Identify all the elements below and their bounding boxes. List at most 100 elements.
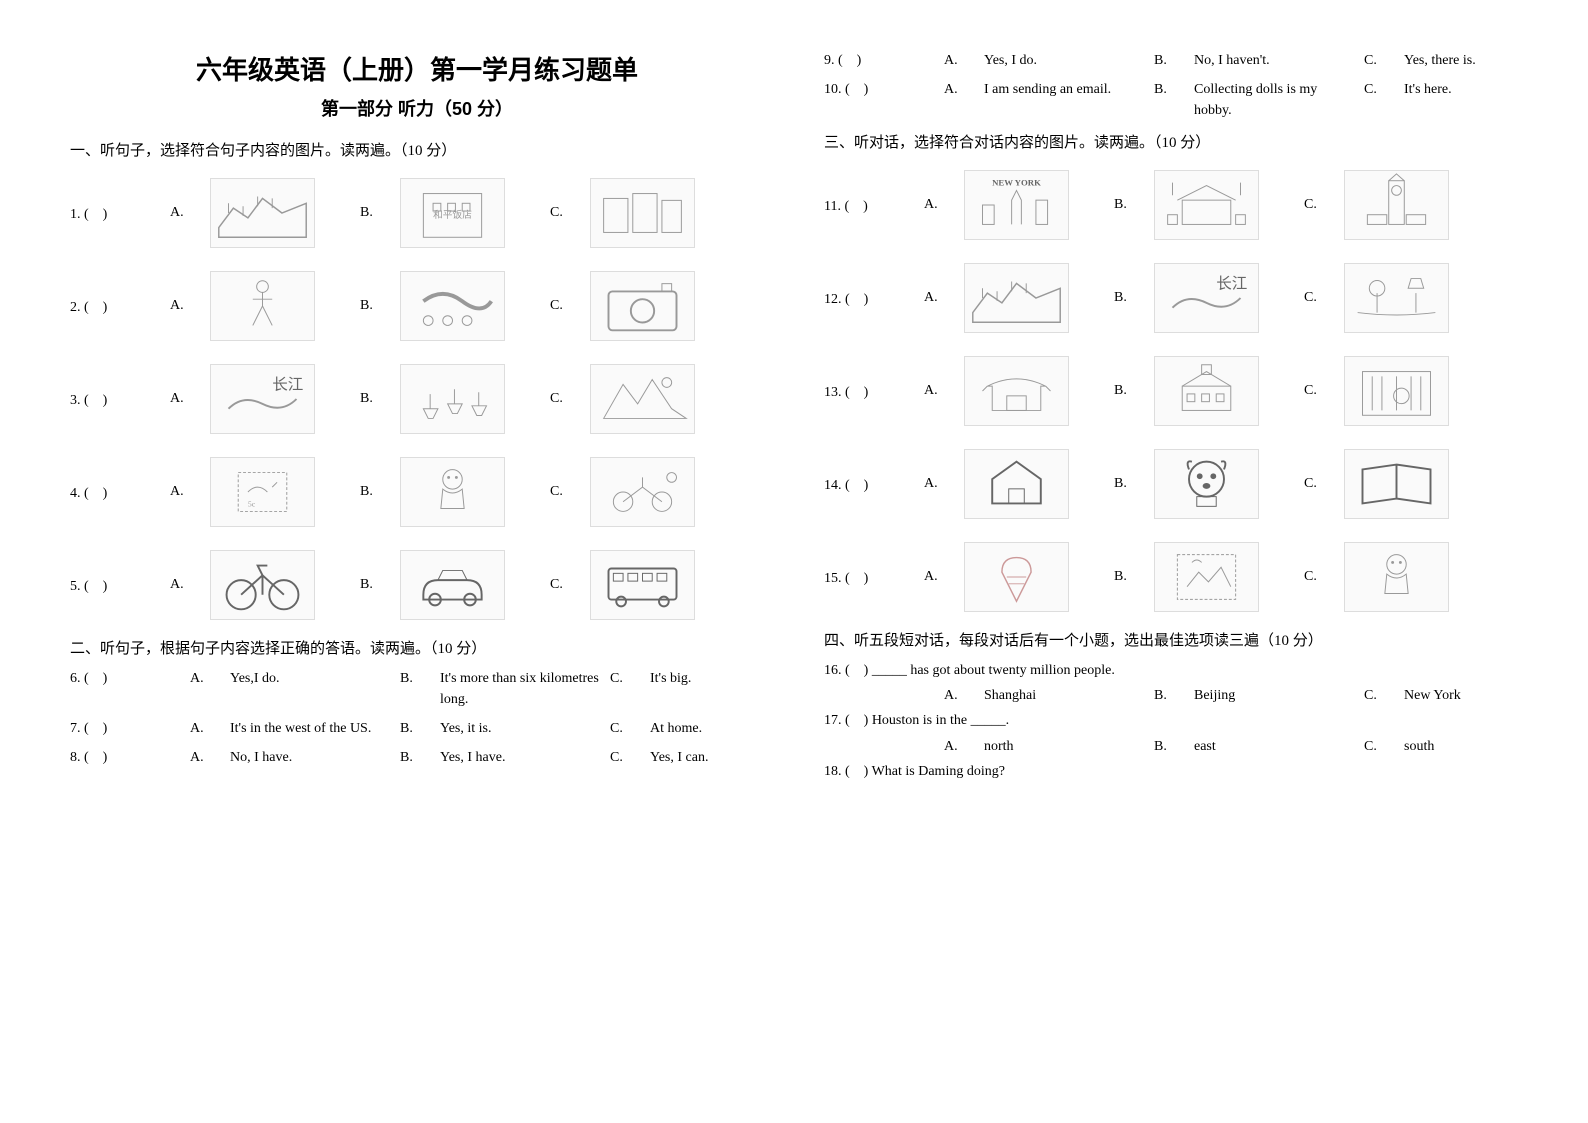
question-text: 18. ( ) What is Daming doing? bbox=[824, 761, 1518, 783]
option-c-image bbox=[1344, 356, 1494, 426]
option-label-b: B. bbox=[400, 747, 440, 768]
image-question: 3. ( ) A. B. C. bbox=[70, 356, 764, 441]
question-number: 1. ( ) bbox=[70, 203, 170, 223]
question-number: 10. ( ) bbox=[824, 79, 944, 121]
text-question: 10. ( ) A. I am sending an email. B. Col… bbox=[824, 79, 1518, 121]
image-question: 11. ( ) A. B. C. bbox=[824, 162, 1518, 247]
option-label-b: B. bbox=[360, 484, 400, 500]
right-column: 9. ( ) A. Yes, I do. B. No, I haven't. C… bbox=[794, 50, 1548, 1093]
option-c-image bbox=[1344, 449, 1494, 519]
option-label-b: B. bbox=[360, 298, 400, 314]
section1-heading: 一、听句子，选择符合句子内容的图片。读两遍。（10 分） bbox=[70, 139, 764, 160]
option-a-image bbox=[964, 356, 1114, 426]
option-label-b: B. bbox=[1114, 569, 1154, 585]
question-options: A. north B. east C. south bbox=[824, 739, 1518, 755]
option-a-image bbox=[210, 178, 360, 248]
option-label-a: A. bbox=[924, 197, 964, 213]
option-b-image bbox=[1154, 449, 1304, 519]
option-a-text: Yes, I do. bbox=[984, 50, 1154, 71]
option-c-image bbox=[590, 364, 740, 434]
question-number: 14. ( ) bbox=[824, 474, 924, 494]
page-title: 六年级英语（上册）第一学月练习题单 bbox=[70, 50, 764, 87]
option-b-text: Collecting dolls is my hobby. bbox=[1194, 79, 1364, 121]
question-number: 5. ( ) bbox=[70, 575, 170, 595]
option-label-c: C. bbox=[1364, 688, 1404, 704]
option-label-b: B. bbox=[1114, 290, 1154, 306]
question-number: 2. ( ) bbox=[70, 296, 170, 316]
option-c-image bbox=[1344, 542, 1494, 612]
option-c-image bbox=[1344, 263, 1494, 333]
option-b-image bbox=[400, 178, 550, 248]
image-question: 4. ( ) A. B. C. bbox=[70, 449, 764, 534]
option-b-image bbox=[400, 457, 550, 527]
option-label-b: B. bbox=[400, 668, 440, 710]
option-b-image bbox=[400, 550, 550, 620]
option-a-image bbox=[964, 542, 1114, 612]
option-b-text: Yes, it is. bbox=[440, 718, 610, 739]
option-label-c: C. bbox=[550, 205, 590, 221]
text-question: 6. ( ) A. Yes,I do. B. It's more than si… bbox=[70, 668, 764, 710]
question-number: 13. ( ) bbox=[824, 381, 924, 401]
question-options: A. Shanghai B. Beijing C. New York bbox=[824, 688, 1518, 704]
question-text: 16. ( ) _____ has got about twenty milli… bbox=[824, 660, 1518, 682]
option-label-a: A. bbox=[170, 484, 210, 500]
option-label-a: A. bbox=[944, 739, 984, 755]
option-c-image bbox=[1344, 170, 1494, 240]
option-label-c: C. bbox=[550, 577, 590, 593]
option-label-a: A. bbox=[924, 476, 964, 492]
question-number: 15. ( ) bbox=[824, 567, 924, 587]
option-a-image bbox=[210, 457, 360, 527]
option-label-c: C. bbox=[610, 668, 650, 710]
option-label-c: C. bbox=[610, 718, 650, 739]
image-question: 5. ( ) A. B. C. bbox=[70, 542, 764, 627]
image-question: 1. ( ) A. B. C. bbox=[70, 170, 764, 255]
option-a-image bbox=[964, 449, 1114, 519]
option-b-text: It's more than six kilometres long. bbox=[440, 668, 610, 710]
page-subtitle: 第一部分 听力（50 分） bbox=[70, 95, 764, 121]
option-label-c: C. bbox=[1304, 569, 1344, 585]
option-b-text: east bbox=[1194, 739, 1364, 755]
question-number: 4. ( ) bbox=[70, 482, 170, 502]
option-label-c: C. bbox=[550, 298, 590, 314]
option-b-image bbox=[1154, 170, 1304, 240]
option-b-image bbox=[1154, 263, 1304, 333]
option-label-b: B. bbox=[360, 205, 400, 221]
option-a-text: No, I have. bbox=[230, 747, 400, 768]
option-label-b: B. bbox=[1154, 739, 1194, 755]
question-number: 9. ( ) bbox=[824, 50, 944, 71]
left-column: 六年级英语（上册）第一学月练习题单 第一部分 听力（50 分） 一、听句子，选择… bbox=[40, 50, 794, 1093]
image-question: 13. ( ) A. B. C. bbox=[824, 348, 1518, 433]
option-label-a: A. bbox=[170, 205, 210, 221]
option-label-c: C. bbox=[1304, 476, 1344, 492]
option-a-text: Yes,I do. bbox=[230, 668, 400, 710]
question-number: 11. ( ) bbox=[824, 195, 924, 215]
option-label-b: B. bbox=[1154, 688, 1194, 704]
option-label-c: C. bbox=[1304, 383, 1344, 399]
option-c-text: Yes, there is. bbox=[1404, 50, 1574, 71]
option-c-image bbox=[590, 550, 740, 620]
option-label-a: A. bbox=[944, 688, 984, 704]
option-label-a: A. bbox=[170, 391, 210, 407]
option-label-a: A. bbox=[190, 718, 230, 739]
option-label-b: B. bbox=[400, 718, 440, 739]
option-label-b: B. bbox=[1114, 476, 1154, 492]
section4-heading: 四、听五段短对话，每段对话后有一个小题，选出最佳选项读三遍（10 分） bbox=[824, 629, 1518, 650]
text-question: 8. ( ) A. No, I have. B. Yes, I have. C.… bbox=[70, 747, 764, 768]
option-label-c: C. bbox=[610, 747, 650, 768]
option-label-c: C. bbox=[1364, 739, 1404, 755]
image-question: 12. ( ) A. B. C. bbox=[824, 255, 1518, 340]
option-b-image bbox=[1154, 356, 1304, 426]
option-label-a: A. bbox=[190, 668, 230, 710]
option-label-c: C. bbox=[1364, 79, 1404, 121]
text-question: 9. ( ) A. Yes, I do. B. No, I haven't. C… bbox=[824, 50, 1518, 71]
option-label-b: B. bbox=[1154, 50, 1194, 71]
option-a-image bbox=[210, 364, 360, 434]
option-b-image bbox=[400, 364, 550, 434]
option-label-b: B. bbox=[360, 577, 400, 593]
option-c-image bbox=[590, 178, 740, 248]
option-a-image bbox=[210, 550, 360, 620]
question-number: 6. ( ) bbox=[70, 668, 190, 710]
option-a-image bbox=[210, 271, 360, 341]
option-label-c: C. bbox=[1364, 50, 1404, 71]
option-b-text: No, I haven't. bbox=[1194, 50, 1364, 71]
